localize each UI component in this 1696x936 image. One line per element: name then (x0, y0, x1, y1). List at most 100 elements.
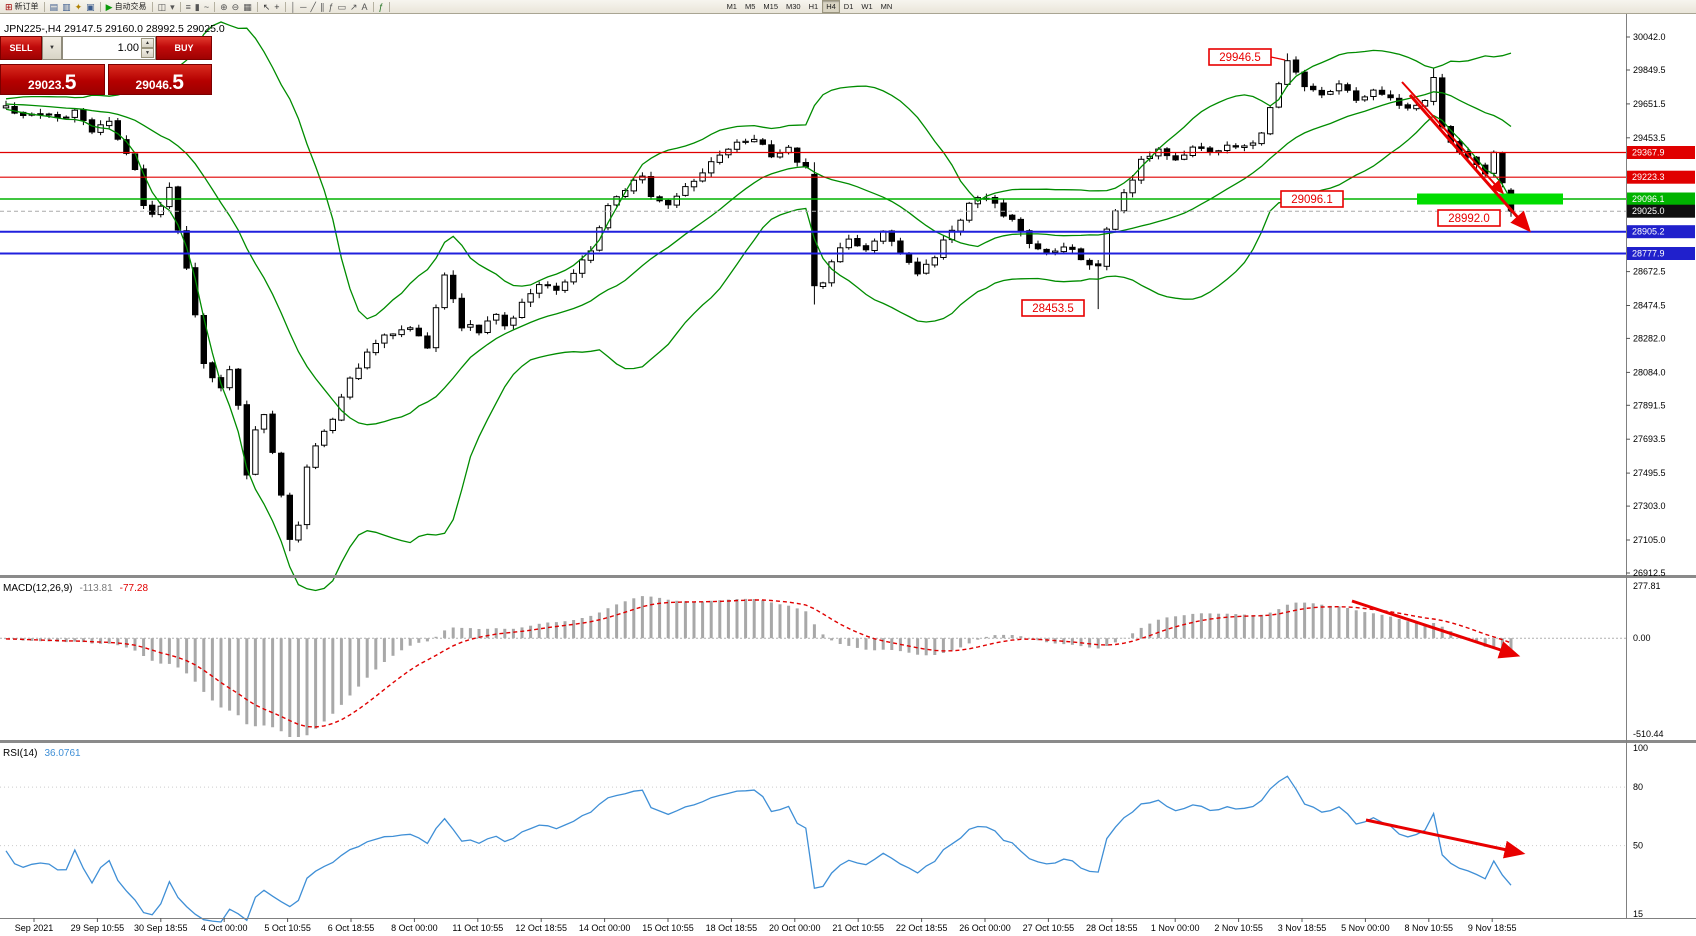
trend-arrow-main (1408, 94, 1531, 233)
sell-price-box[interactable]: 29023. 5 (0, 64, 105, 95)
crosshair-icon[interactable]: + (272, 1, 281, 13)
price-tag-28905.2 (1627, 225, 1695, 239)
svg-text:26912.5: 26912.5 (1633, 568, 1666, 578)
buy-price-box[interactable]: 29046. 5 (107, 64, 212, 95)
vertical-line-icon-glyph-icon: │ (290, 1, 297, 12)
step-up-icon: ▲ (145, 39, 150, 46)
text-tool-icon[interactable]: A (360, 1, 370, 13)
svg-text:20 Oct 00:00: 20 Oct 00:00 (769, 923, 821, 933)
new-order-button-label: 新订单 (14, 2, 39, 11)
svg-text:50: 50 (1633, 841, 1643, 851)
timeframe-d1[interactable]: D1 (843, 2, 854, 11)
new-order-button[interactable]: ⊞ 新订单 (3, 1, 41, 13)
shapes-icon[interactable]: ▭ (335, 1, 348, 13)
timeframe-group: M1 M5 M15 M30 H1 H4 D1 W1 MN (723, 0, 897, 13)
horizontal-price-lines[interactable] (0, 151, 1626, 255)
price-tag-29025.0 (1627, 204, 1695, 218)
timeframe-mn[interactable]: MN (880, 2, 893, 11)
svg-text:29849.5: 29849.5 (1633, 65, 1666, 75)
timeframe-m5[interactable]: M5 (744, 2, 756, 11)
timeframe-w1[interactable]: W1 (861, 2, 873, 11)
volume-step-down[interactable]: ▼ (141, 48, 154, 58)
indicators-icon[interactable]: ƒ (377, 1, 386, 13)
price-quote-row: 29023. 5 29046. 5 (0, 64, 212, 95)
timeframe-m30[interactable]: M30 (786, 2, 801, 11)
price-axis[interactable]: 30042.0 29849.5 29651.5 29453.5 28672.5 28474… (1626, 32, 1666, 578)
svg-text:28777.9: 28777.9 (1632, 249, 1665, 259)
market-watch-icon[interactable]: ▤ (48, 1, 61, 13)
toolbar-separator (99, 1, 101, 12)
volume-step-up[interactable]: ▲ (141, 38, 154, 48)
vertical-line-icon[interactable]: │ (289, 1, 299, 13)
svg-text:21 Oct 10:55: 21 Oct 10:55 (832, 923, 884, 933)
price-annotations[interactable]: 29946.5 29096.1 28992.0 28453.5 (1021, 48, 1501, 317)
price-tags[interactable]: 29367.9 29223.3 29096.1 29025.0 28905.2 28777… (1627, 146, 1695, 260)
buy-price-main: 29046. (135, 78, 173, 92)
svg-text:100: 100 (1633, 743, 1648, 753)
buy-button[interactable]: BUY (156, 36, 212, 60)
svg-text:29367.9: 29367.9 (1632, 148, 1665, 158)
arrow-tool-icon-glyph-icon: ↗ (349, 1, 358, 12)
timeframe-m1[interactable]: M1 (726, 2, 737, 11)
one-click-trade-panel: SELL ▼ ▲ ▼ BUY 29023.5 29046.5 (0, 36, 212, 95)
macd-indicator-label: MACD(12,26,9) -113.81 -77.28 (3, 583, 148, 594)
symbol-ohlc-info: JPN225-,H4 29147.5 29160.0 28992.5 29025… (4, 23, 225, 35)
new-chart-icon-glyph-icon: ◫ (157, 1, 167, 12)
tile-windows-icon[interactable]: ▦ (241, 1, 254, 13)
trade-controls-row: SELL ▼ ▲ ▼ BUY (0, 36, 212, 60)
svg-text:2 Nov 10:55: 2 Nov 10:55 (1214, 923, 1263, 933)
svg-text:15 Oct 10:55: 15 Oct 10:55 (642, 923, 694, 933)
support-zone-highlight[interactable] (1417, 193, 1563, 205)
svg-text:0.00: 0.00 (1633, 633, 1651, 643)
profiles-icon[interactable]: ▾ (168, 1, 177, 13)
trend-arrows[interactable] (1351, 81, 1531, 859)
new-chart-icon[interactable]: ◫ (156, 1, 169, 13)
trendline-icon[interactable]: ╱ (309, 1, 318, 13)
order-type-dropdown[interactable]: ▼ (42, 36, 62, 60)
cursor-icon-glyph-icon: ↖ (262, 1, 271, 12)
horizontal-line-icon[interactable]: ─ (298, 1, 308, 13)
timeframe-m15[interactable]: M15 (763, 2, 778, 11)
timeframe-h1[interactable]: H1 (808, 2, 819, 11)
volume-input[interactable] (63, 37, 155, 59)
svg-text:6 Oct 18:55: 6 Oct 18:55 (328, 923, 375, 933)
autotrade-glyph-icon: ▶ (105, 1, 113, 12)
svg-text:4 Oct 00:00: 4 Oct 00:00 (201, 923, 248, 933)
cursor-icon[interactable]: ↖ (261, 1, 273, 13)
navigator-icon[interactable]: ✦ (73, 1, 85, 13)
candlestick-chart-icon[interactable]: ▮ (193, 1, 202, 13)
rsi-axis: 100 80 50 15 (1633, 743, 1648, 919)
bollinger-bands (5, 21, 1512, 592)
timeframe-h4[interactable]: H4 (822, 0, 840, 13)
fibonacci-icon[interactable]: ƒ (326, 1, 335, 13)
svg-text:27693.5: 27693.5 (1633, 434, 1666, 444)
svg-text:27 Oct 10:55: 27 Oct 10:55 (1023, 923, 1075, 933)
chevron-down-icon: ▼ (49, 45, 55, 51)
line-chart-icon-glyph-icon: ~ (203, 1, 210, 12)
arrow-tool-icon[interactable]: ↗ (348, 1, 360, 13)
svg-text:26 Oct 00:00: 26 Oct 00:00 (959, 923, 1011, 933)
zoom-in-icon[interactable]: ⊕ (218, 1, 230, 13)
candles (2, 53, 1515, 552)
svg-text:28 Oct 18:55: 28 Oct 18:55 (1086, 923, 1138, 933)
data-window-icon[interactable]: ▥ (60, 1, 73, 13)
time-axis[interactable]: Sep 2021 29 Sep 10:55 30 Sep 18:55 4 Oct 00… (15, 918, 1517, 933)
terminal-icon[interactable]: ▣ (84, 1, 97, 13)
panel-separators[interactable] (0, 575, 1696, 743)
autotrade-button[interactable]: ▶ 自动交易 (104, 1, 149, 13)
line-chart-icon[interactable]: ~ (202, 1, 211, 13)
sell-button[interactable]: SELL (0, 36, 42, 60)
navigator-icon-glyph-icon: ✦ (74, 1, 83, 12)
rsi-indicator-label: RSI(14) 36.0761 (3, 748, 81, 759)
toolbar-separator (256, 1, 258, 12)
bar-chart-icon[interactable]: ≡ (184, 1, 193, 13)
channel-icon[interactable]: ∥ (318, 1, 327, 13)
zoom-out-icon[interactable]: ⊖ (230, 1, 242, 13)
svg-text:29025.0: 29025.0 (1632, 206, 1665, 216)
annotation-box-28992.0 (1437, 209, 1501, 227)
svg-text:22 Oct 18:55: 22 Oct 18:55 (896, 923, 948, 933)
svg-text:29 Sep 10:55: 29 Sep 10:55 (71, 923, 125, 933)
new-order-glyph-icon: ⊞ (5, 1, 13, 12)
